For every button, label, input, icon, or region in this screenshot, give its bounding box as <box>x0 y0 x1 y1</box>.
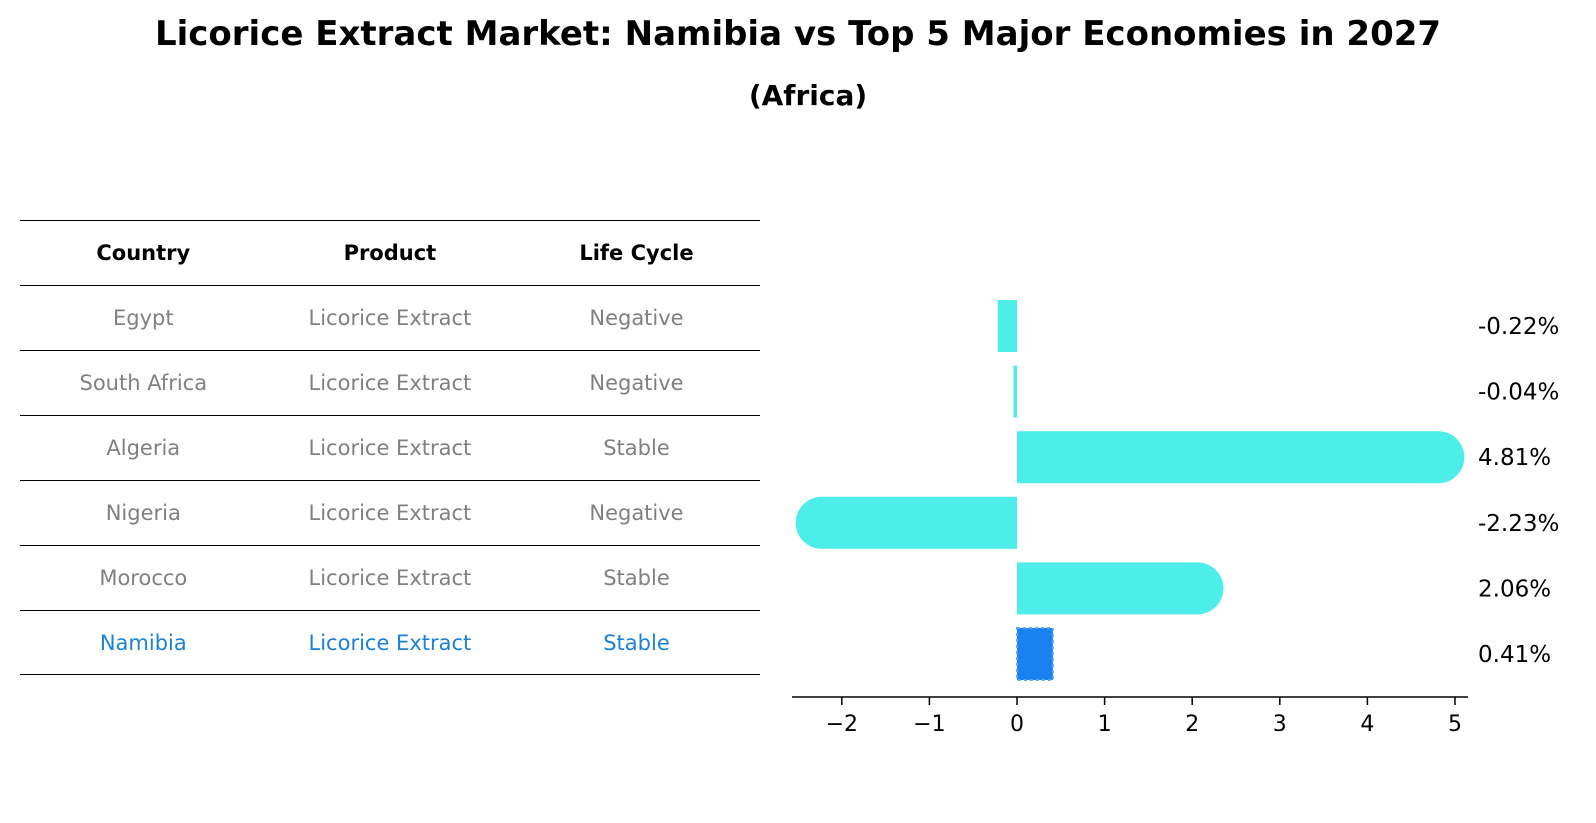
bar <box>1017 562 1224 615</box>
bar <box>795 496 1017 549</box>
cell-country: South Africa <box>79 371 208 395</box>
cell-product: Licorice Extract <box>308 630 472 655</box>
cell-product: Licorice Extract <box>308 501 472 525</box>
bar-body <box>1017 562 1198 615</box>
table-row: South Africa Licorice Extract Negative <box>20 350 760 415</box>
cell-country: Morocco <box>99 566 188 590</box>
table-row-highlighted: Namibia Licorice Extract Stable <box>20 610 760 675</box>
table-row: Algeria Licorice Extract Stable <box>20 415 760 480</box>
bar <box>1017 431 1465 484</box>
x-tick-label: 5 <box>1448 712 1462 737</box>
cell-country: Namibia <box>99 630 187 655</box>
x-tick-label: −2 <box>826 712 858 737</box>
bar-body <box>1017 431 1439 484</box>
table-header-row: Country Product Life Cycle <box>20 220 760 285</box>
cell-life-cycle: Stable <box>603 630 670 655</box>
cell-life-cycle: Stable <box>603 436 670 460</box>
x-tick-label: 2 <box>1185 712 1199 737</box>
header-life-cycle: Life Cycle <box>579 241 694 265</box>
cell-product: Licorice Extract <box>308 371 472 395</box>
value-label: 2.06% <box>1478 576 1551 602</box>
cell-life-cycle: Negative <box>589 306 684 330</box>
bar <box>997 300 1017 352</box>
x-tick-label: 3 <box>1273 712 1287 737</box>
cell-country: Egypt <box>113 306 174 330</box>
bar-cap <box>1412 431 1465 484</box>
cell-product: Licorice Extract <box>308 566 472 590</box>
chart-title: Licorice Extract Market: Namibia vs Top … <box>154 14 1442 54</box>
cell-country: Nigeria <box>105 501 181 525</box>
x-tick-label: 1 <box>1098 712 1112 737</box>
value-label: -0.04% <box>1478 380 1559 406</box>
table-row: Egypt Licorice Extract Negative <box>20 285 760 350</box>
x-tick-label: 4 <box>1360 712 1374 737</box>
header-product: Product <box>343 241 437 265</box>
cell-product: Licorice Extract <box>308 436 472 460</box>
value-label: -2.23% <box>1478 511 1559 537</box>
cell-life-cycle: Stable <box>603 566 670 590</box>
value-label: 0.41% <box>1478 642 1551 668</box>
bar <box>1013 365 1017 418</box>
bar-highlighted <box>1016 627 1054 681</box>
bar-cap <box>795 496 848 549</box>
value-label: -0.22% <box>1478 314 1559 340</box>
value-label: 4.81% <box>1478 445 1551 471</box>
table-row: Nigeria Licorice Extract Negative <box>20 480 760 545</box>
cell-life-cycle: Negative <box>589 371 684 395</box>
chart-subtitle: (Africa) <box>748 79 868 112</box>
x-tick-label: −1 <box>913 712 945 737</box>
bar-body <box>821 496 1017 549</box>
x-tick-label: 0 <box>1010 712 1024 737</box>
cell-life-cycle: Negative <box>589 501 684 525</box>
cell-product: Licorice Extract <box>308 306 472 330</box>
bar-cap <box>1171 562 1224 615</box>
cell-country: Algeria <box>106 436 181 460</box>
data-table: Country Product Life Cycle Egypt Licoric… <box>20 220 760 675</box>
header-country: Country <box>96 241 191 265</box>
table-row: Morocco Licorice Extract Stable <box>20 545 760 610</box>
